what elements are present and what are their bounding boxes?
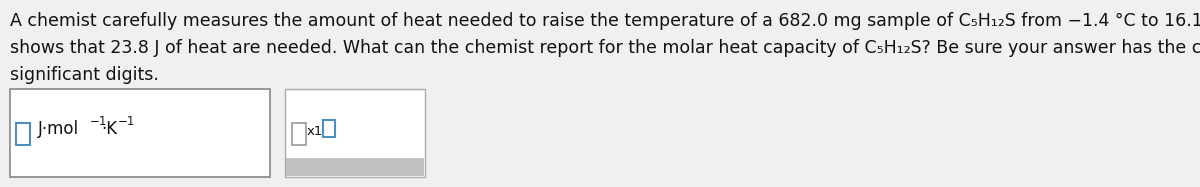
Bar [10, 89, 270, 177]
Text: J·mol: J·mol [38, 120, 79, 138]
Text: ·K: ·K [101, 120, 118, 138]
Bar [286, 89, 425, 177]
Text: −1: −1 [90, 114, 107, 128]
Bar [16, 123, 30, 145]
Text: shows that 23.8 J of heat are needed. What can the chemist report for the molar : shows that 23.8 J of heat are needed. Wh… [10, 39, 1200, 57]
Bar [286, 158, 424, 176]
Bar [323, 120, 335, 137]
Text: significant digits.: significant digits. [10, 66, 158, 84]
Text: x10: x10 [307, 125, 331, 138]
Text: A chemist carefully measures the amount of heat needed to raise the temperature : A chemist carefully measures the amount … [10, 12, 1200, 30]
Text: −1: −1 [118, 114, 136, 128]
Bar [292, 123, 306, 145]
